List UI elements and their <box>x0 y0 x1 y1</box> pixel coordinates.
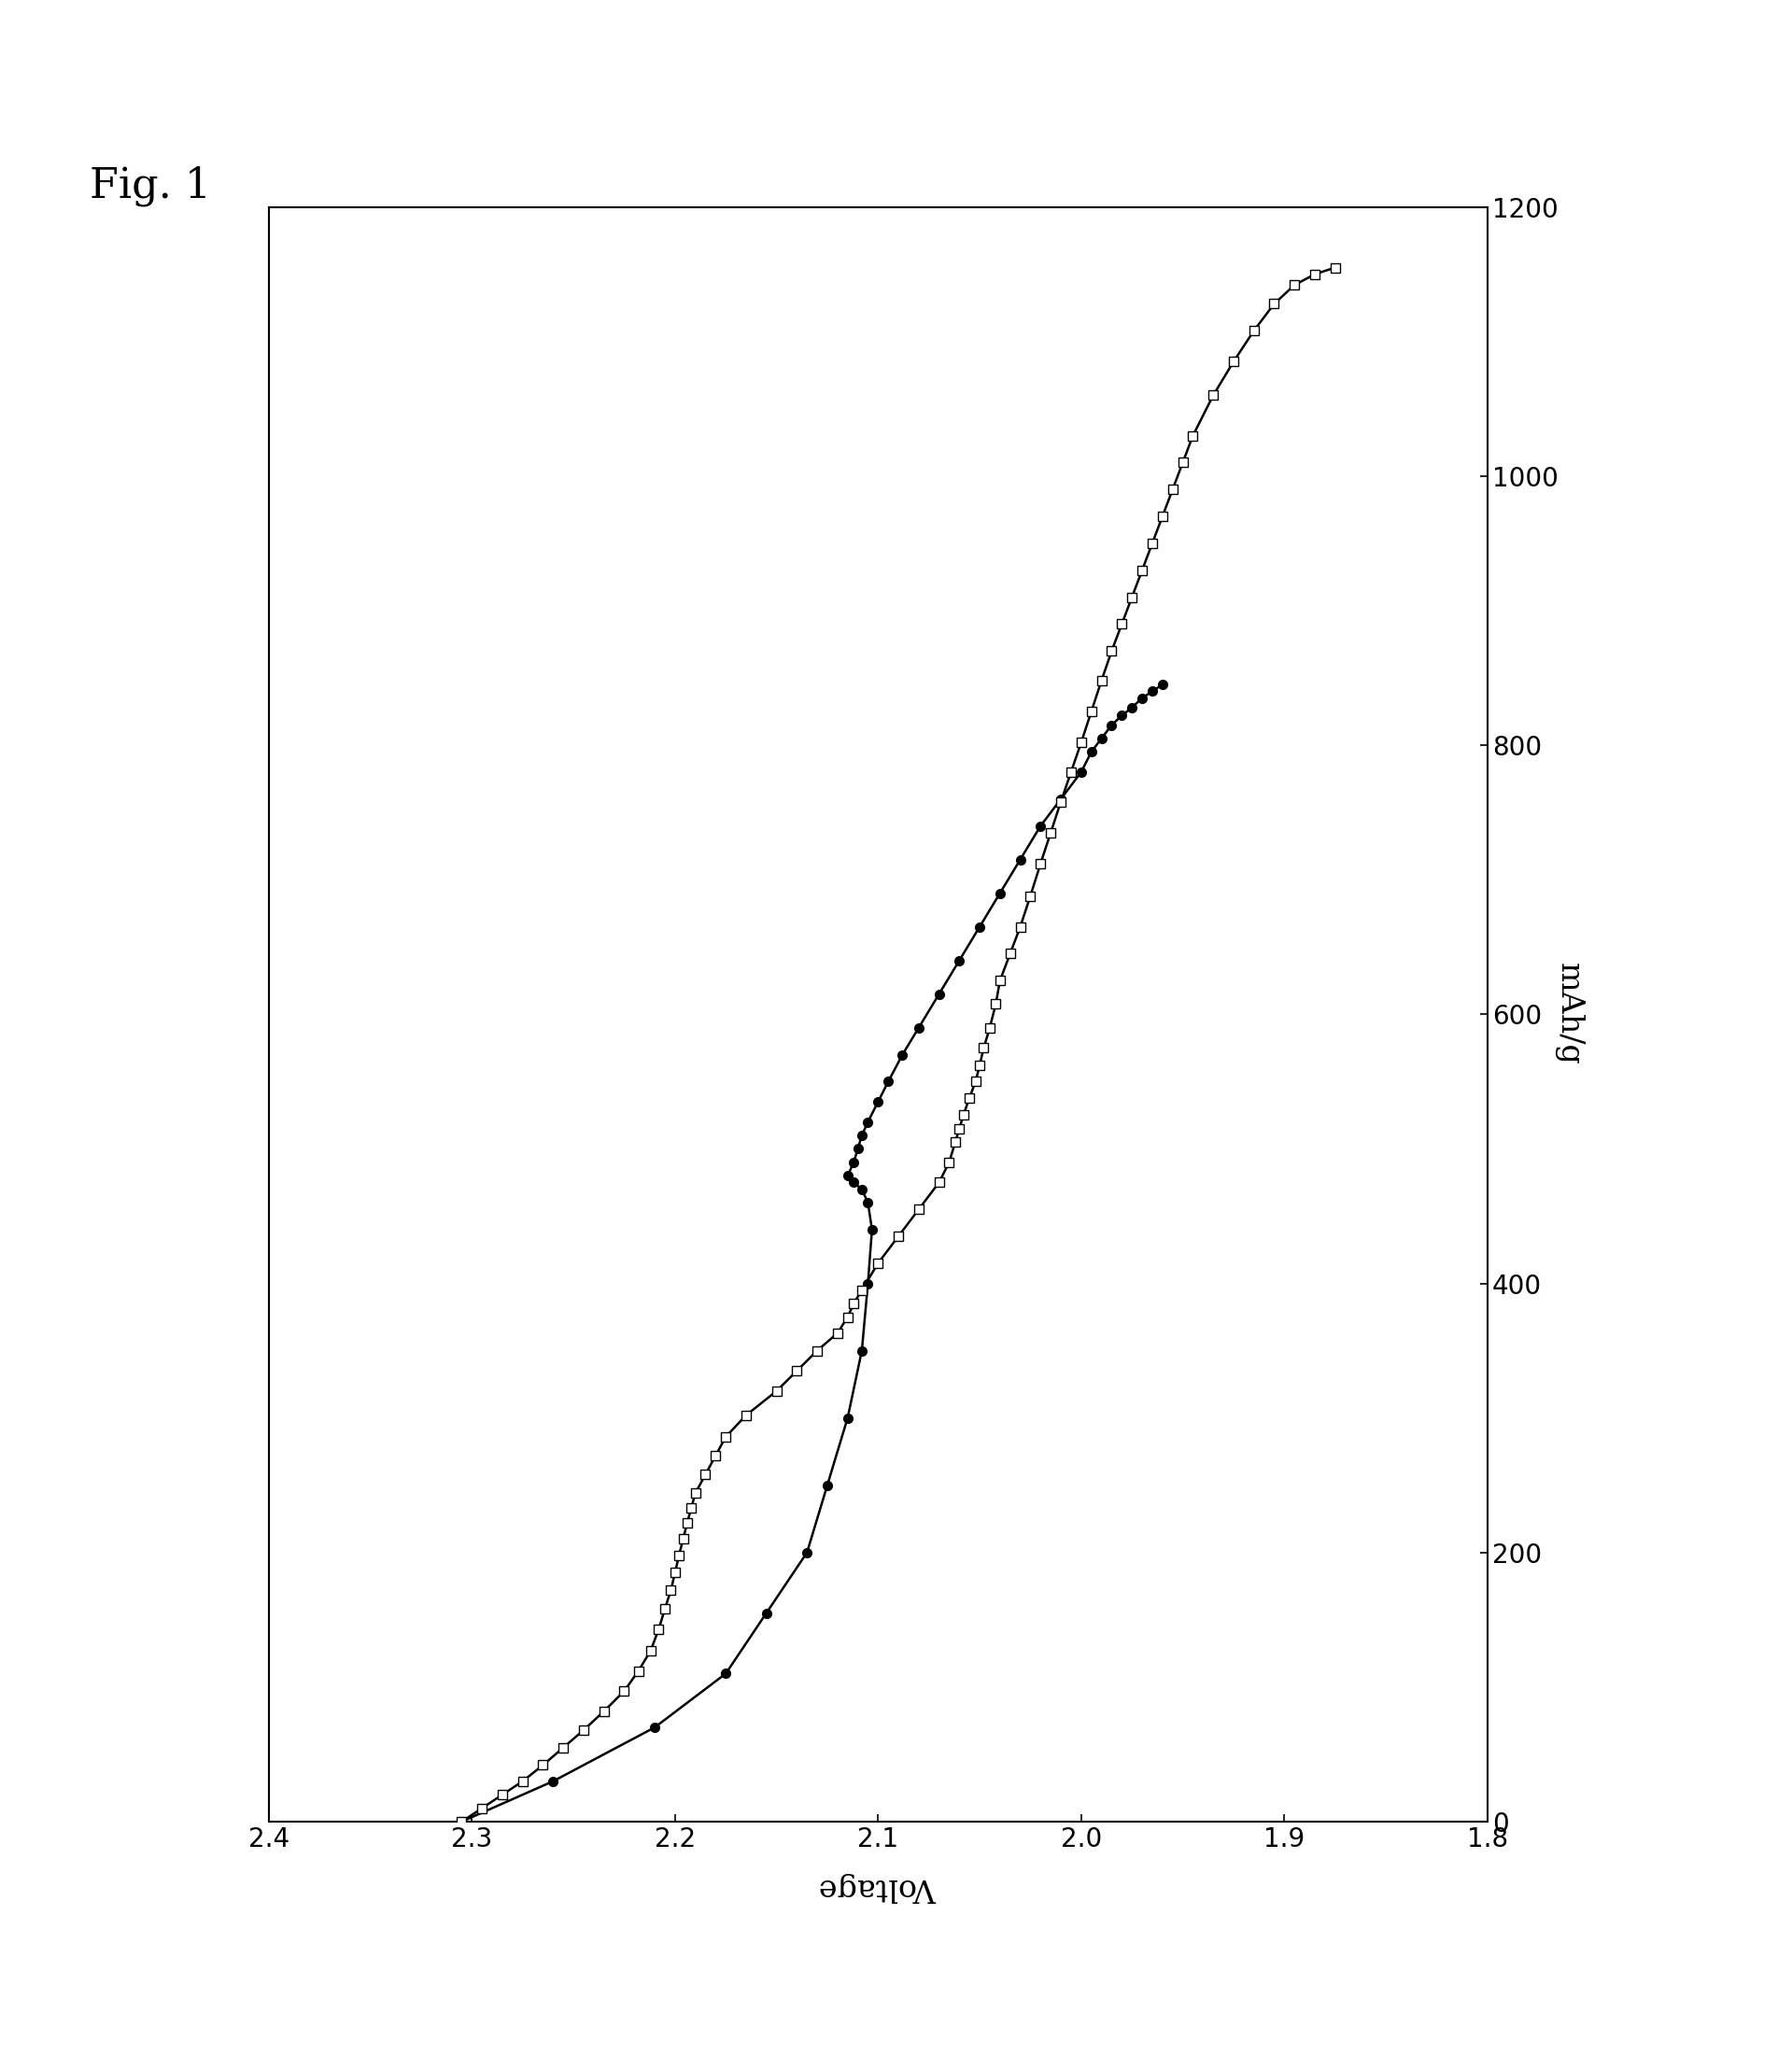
X-axis label: Voltage: Voltage <box>819 1871 937 1902</box>
Y-axis label: mAh/g: mAh/g <box>1554 963 1584 1066</box>
Text: Fig. 1: Fig. 1 <box>90 166 211 207</box>
